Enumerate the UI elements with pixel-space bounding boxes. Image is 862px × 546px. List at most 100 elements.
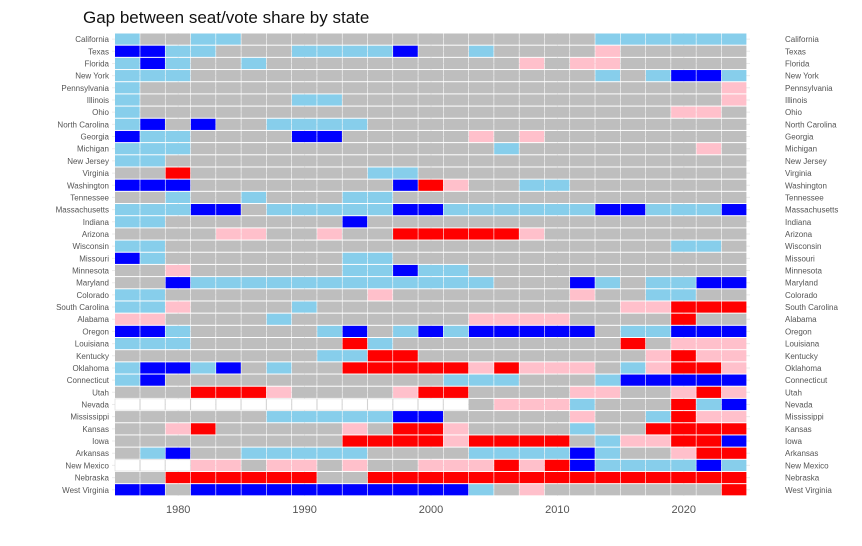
y-tick-label-right: Texas [785, 47, 806, 56]
y-tick-label-right: Colorado [785, 291, 818, 300]
heatmap-cell [721, 484, 747, 496]
heatmap-cell [570, 459, 595, 471]
heatmap-cell [494, 240, 519, 252]
heatmap-cell [519, 447, 545, 459]
heatmap-cell [342, 459, 368, 471]
heatmap-cell [165, 447, 191, 459]
heatmap-cell [393, 179, 418, 191]
y-tick-label-left: Mississippi [70, 413, 109, 422]
heatmap-cell [216, 374, 241, 386]
heatmap-cell [241, 33, 267, 45]
heatmap-cell [570, 252, 595, 264]
heatmap-cell [216, 70, 241, 82]
heatmap-cell [494, 228, 519, 240]
heatmap-cell [418, 301, 444, 313]
heatmap-cell [443, 277, 469, 289]
heatmap-cell [595, 338, 620, 350]
heatmap-cell [645, 338, 671, 350]
heatmap-cell [115, 179, 140, 191]
heatmap-cell [266, 252, 292, 264]
heatmap-cell [317, 57, 342, 70]
heatmap-cell [468, 398, 494, 411]
heatmap-cell [645, 484, 671, 496]
heatmap-cell [494, 167, 519, 179]
heatmap-cell [367, 228, 393, 240]
heatmap-cell [570, 313, 595, 325]
heatmap-cell [544, 338, 570, 350]
heatmap-cell [418, 70, 444, 82]
heatmap-cell [620, 301, 646, 313]
heatmap-cell [342, 325, 368, 337]
heatmap-cell [696, 338, 722, 350]
heatmap-cell [721, 143, 747, 155]
heatmap-cell [291, 33, 317, 45]
heatmap-cell [595, 45, 620, 57]
heatmap-cell [620, 338, 646, 350]
heatmap-cell [266, 423, 292, 435]
y-tick-label-left: Kansas [82, 425, 109, 434]
heatmap-cell [645, 143, 671, 155]
heatmap-cell [620, 191, 646, 204]
heatmap-cell [696, 471, 722, 484]
heatmap-cell [494, 435, 519, 447]
heatmap-cell [696, 484, 722, 496]
heatmap-cell [317, 350, 342, 362]
heatmap-cell [266, 362, 292, 374]
heatmap-cell [494, 289, 519, 301]
heatmap-cell [494, 277, 519, 289]
heatmap-cell [342, 289, 368, 301]
heatmap-cell [165, 325, 191, 337]
heatmap-cell [190, 325, 216, 337]
heatmap-cell [570, 143, 595, 155]
heatmap-cell [544, 447, 570, 459]
heatmap-cell [317, 338, 342, 350]
heatmap-cell [519, 130, 545, 143]
heatmap-cell [291, 338, 317, 350]
heatmap-cell [115, 45, 140, 57]
heatmap-cell [620, 459, 646, 471]
heatmap-cell [595, 106, 620, 118]
heatmap-cell [443, 167, 469, 179]
heatmap-cell [140, 447, 165, 459]
heatmap-cell [595, 423, 620, 435]
heatmap-cell [645, 325, 671, 337]
heatmap-cell [190, 118, 216, 130]
heatmap-cell [494, 191, 519, 204]
heatmap-cell [317, 118, 342, 130]
y-tick-label-left: Kentucky [76, 352, 109, 361]
heatmap-cell [570, 484, 595, 496]
heatmap-cell [165, 33, 191, 45]
heatmap-cell [140, 386, 165, 398]
heatmap-cell [140, 459, 166, 472]
heatmap-cell [190, 277, 216, 289]
heatmap-cell [671, 179, 696, 191]
heatmap-cell [544, 398, 570, 411]
heatmap-cell [291, 350, 317, 362]
heatmap-cell [216, 204, 241, 216]
heatmap-cell [165, 264, 191, 277]
heatmap-cell [215, 398, 242, 411]
heatmap-cell [216, 155, 241, 167]
heatmap-cell [570, 57, 595, 70]
heatmap-cell [317, 106, 342, 118]
heatmap-cell [443, 106, 469, 118]
heatmap-cell [418, 191, 444, 204]
heatmap-cell [443, 423, 469, 435]
heatmap-cell [620, 179, 646, 191]
heatmap-cell [519, 338, 545, 350]
heatmap-cell [140, 204, 165, 216]
heatmap-cell [519, 143, 545, 155]
heatmap-cell [721, 240, 747, 252]
heatmap-cell [342, 423, 368, 435]
heatmap-cell [570, 435, 595, 447]
heatmap-cell [165, 313, 191, 325]
heatmap-cell [266, 216, 292, 228]
heatmap-cell [468, 447, 494, 459]
heatmap-cell [519, 264, 545, 277]
heatmap-cell [696, 374, 722, 386]
heatmap-cell [367, 362, 393, 374]
heatmap-cell [671, 216, 696, 228]
heatmap-cell [595, 228, 620, 240]
heatmap-cell [291, 94, 317, 106]
x-tick-label: 2010 [545, 504, 569, 516]
